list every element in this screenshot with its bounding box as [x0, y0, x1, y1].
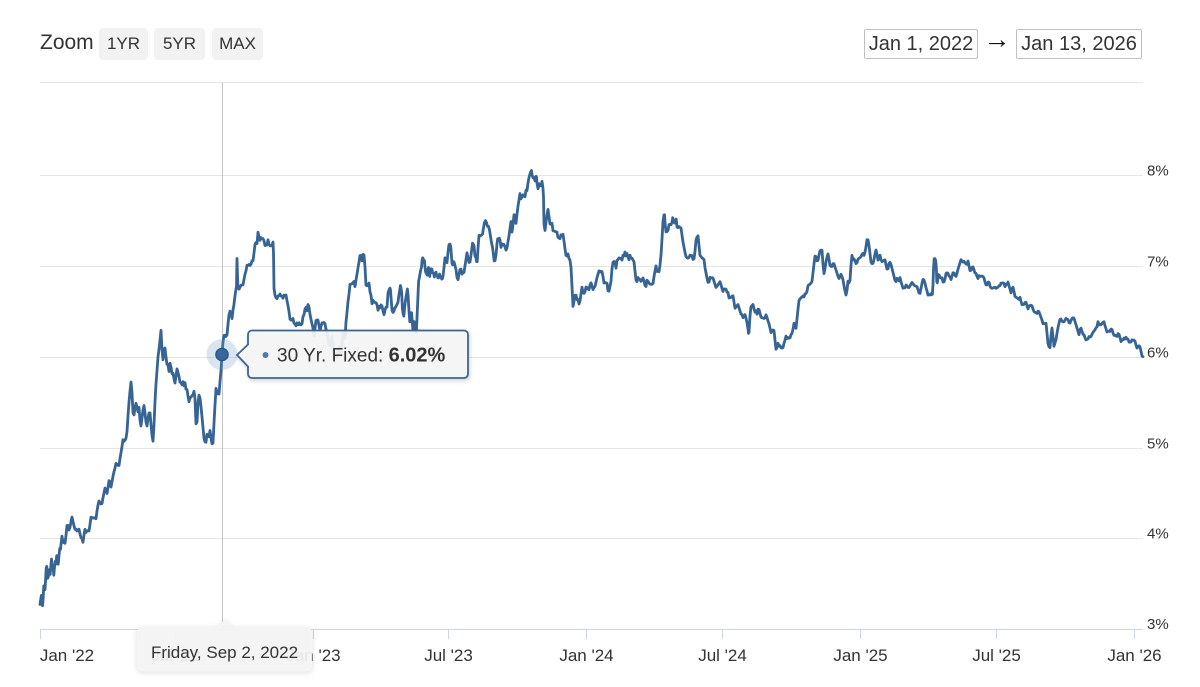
svg-text:30 Yr. Fixed: 6.02%: 30 Yr. Fixed: 6.02% — [277, 345, 446, 367]
svg-text:7%: 7% — [1147, 254, 1169, 271]
svg-text:5%: 5% — [1147, 436, 1169, 453]
svg-text:Jan '25: Jan '25 — [833, 646, 887, 665]
svg-text:Jan '22: Jan '22 — [40, 646, 94, 665]
svg-text:Jul '23: Jul '23 — [424, 646, 473, 665]
svg-text:4%: 4% — [1147, 526, 1169, 543]
svg-text:8%: 8% — [1147, 163, 1169, 180]
svg-text:Jul '24: Jul '24 — [698, 646, 747, 665]
svg-text:Jan '26: Jan '26 — [1107, 646, 1161, 665]
svg-text:6%: 6% — [1147, 345, 1169, 362]
svg-text:Jan '24: Jan '24 — [559, 646, 613, 665]
svg-text:Friday, Sep 2, 2022: Friday, Sep 2, 2022 — [151, 643, 298, 662]
svg-text:Jul '25: Jul '25 — [972, 646, 1021, 665]
svg-text:3%: 3% — [1147, 616, 1169, 633]
